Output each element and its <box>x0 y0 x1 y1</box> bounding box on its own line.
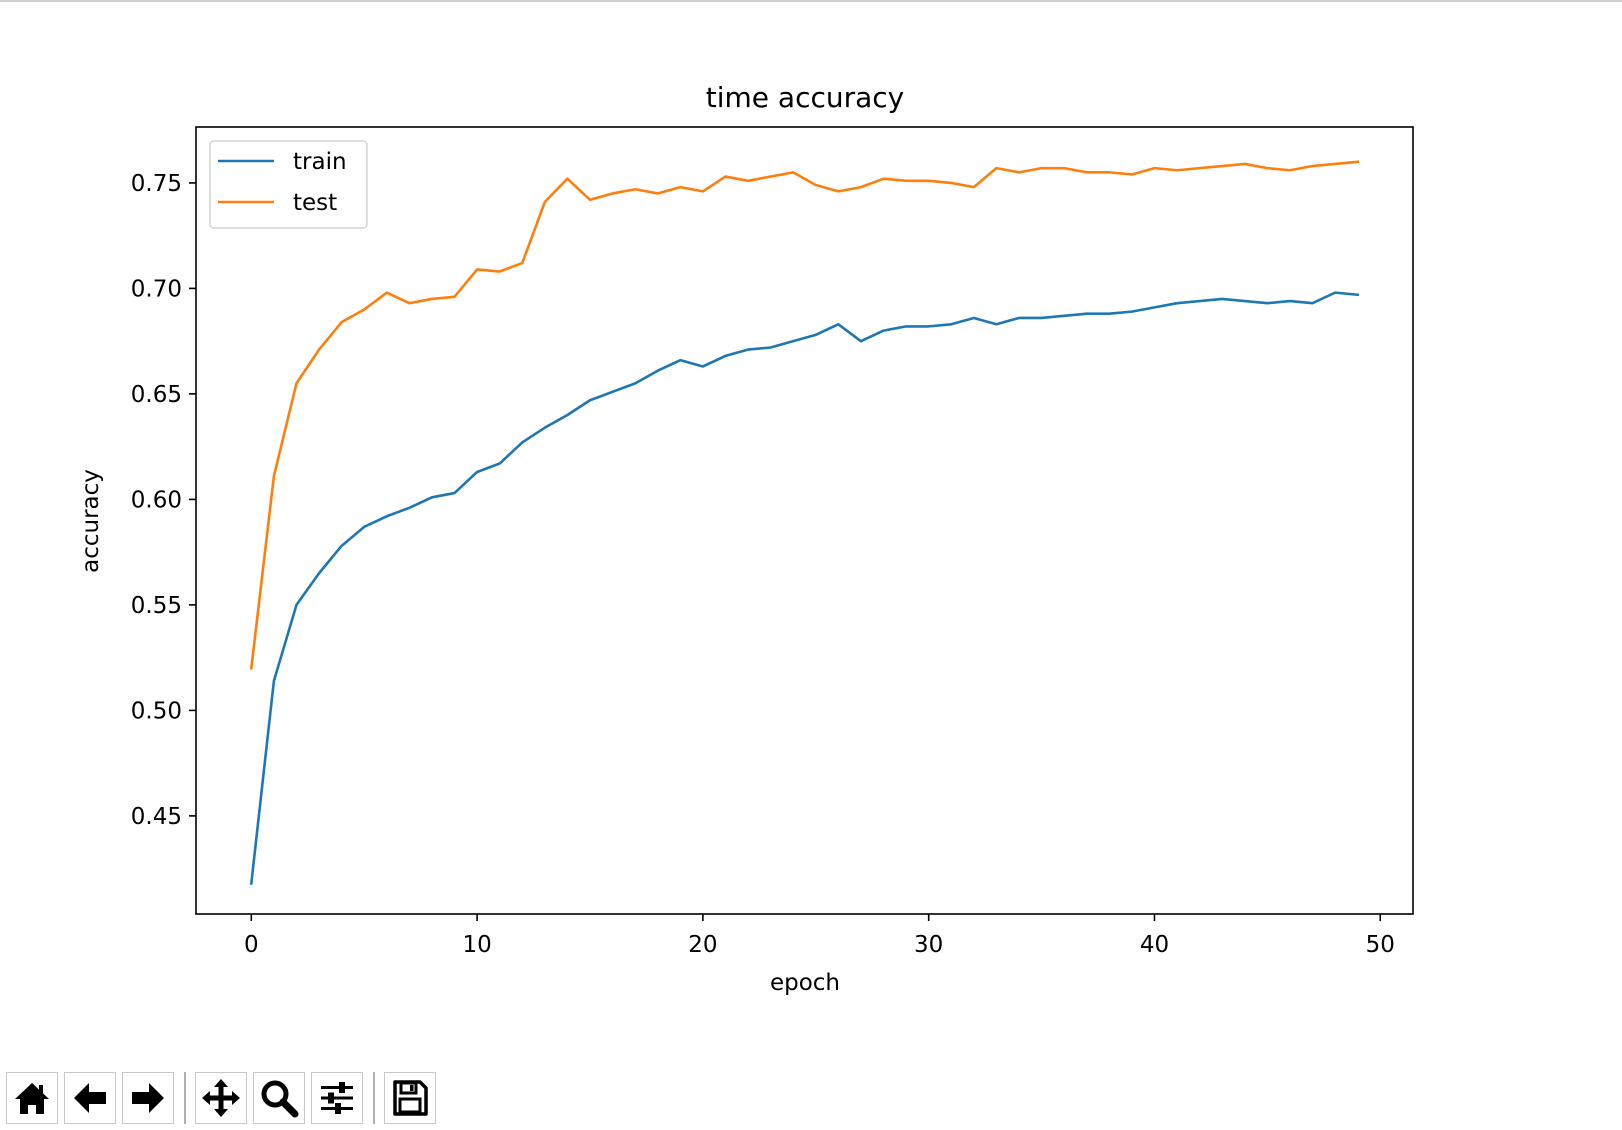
chart-title: time accuracy <box>706 81 905 114</box>
y-tick-label: 0.60 <box>131 487 182 513</box>
save-icon <box>393 1080 428 1116</box>
legend-label-test: test <box>293 190 337 216</box>
y-tick-label: 0.65 <box>131 382 182 408</box>
navigation-toolbar <box>6 1070 442 1126</box>
save-button[interactable] <box>384 1072 436 1124</box>
y-tick-label: 0.50 <box>131 698 182 724</box>
axes-frame <box>195 126 1414 915</box>
x-tick-label: 10 <box>462 932 491 958</box>
zoom-button[interactable] <box>253 1072 305 1124</box>
y-tick-label: 0.55 <box>131 593 182 619</box>
pan-icon <box>202 1079 240 1117</box>
figure-canvas: time accuracy 0 10 20 30 40 50 0.45 0.50 0.55 0.6… <box>78 81 1414 996</box>
series-line-train <box>249 291 1360 885</box>
x-tick-label: 50 <box>1366 932 1395 958</box>
plot-area: 0 10 20 30 40 50 0.45 0.50 0.55 0.60 0.65 0.70 0.75 t… <box>131 126 1414 958</box>
back-arrow-icon <box>74 1083 106 1113</box>
home-button[interactable] <box>6 1072 58 1124</box>
y-tick-label: 0.70 <box>131 276 182 302</box>
configure-subplots-button[interactable] <box>311 1072 363 1124</box>
pan-button[interactable] <box>195 1072 247 1124</box>
home-icon <box>15 1083 49 1114</box>
back-button[interactable] <box>64 1072 116 1124</box>
toolbar-separator <box>373 1072 375 1124</box>
window-top-border <box>0 0 1622 2</box>
y-tick-label: 0.75 <box>131 171 182 197</box>
y-axis-label: accuracy <box>78 469 104 573</box>
legend-label-train: train <box>293 149 347 175</box>
x-axis-label: epoch <box>770 970 840 996</box>
forward-arrow-icon <box>132 1083 164 1113</box>
toolbar-separator <box>184 1072 186 1124</box>
legend-box <box>209 140 368 229</box>
x-tick-label: 30 <box>914 932 943 958</box>
zoom-icon <box>261 1080 299 1118</box>
x-tick-label: 20 <box>688 932 717 958</box>
forward-button[interactable] <box>122 1072 174 1124</box>
configure-subplots-icon <box>321 1082 353 1114</box>
series-line-test <box>249 160 1360 670</box>
x-tick-label: 0 <box>244 932 259 958</box>
x-tick-label: 40 <box>1140 932 1169 958</box>
y-tick-label: 0.45 <box>131 804 182 830</box>
